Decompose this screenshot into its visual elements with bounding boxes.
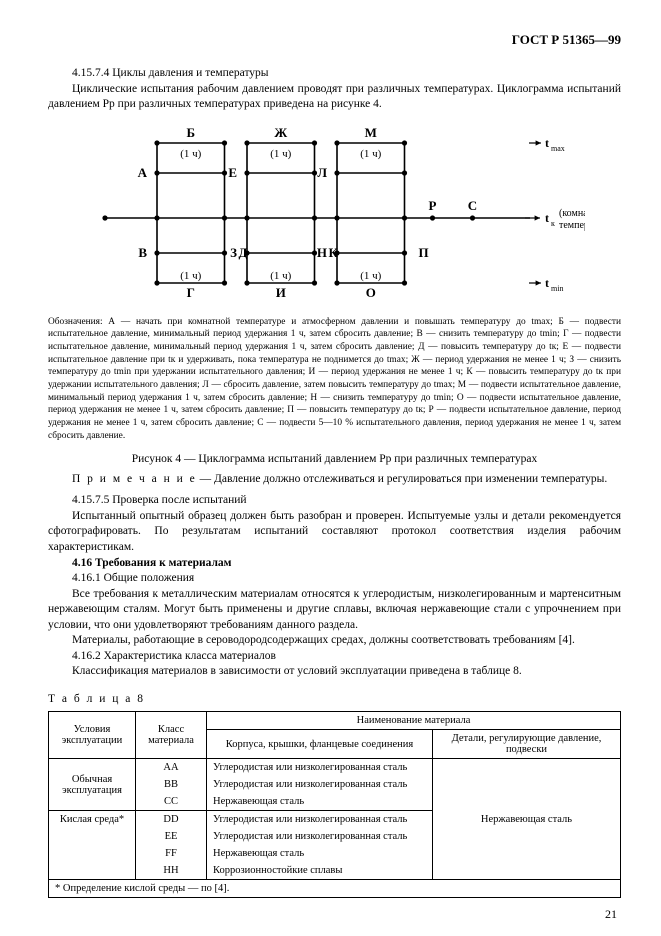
svg-text:max: max	[551, 144, 565, 153]
table-8: Условия эксплуатации Класс материала Наи…	[48, 711, 621, 898]
svg-text:Ж: Ж	[274, 125, 287, 140]
td-details: Нержавеющая сталь	[433, 759, 621, 880]
td-cond1: Обычная эксплуатация	[49, 759, 136, 811]
sec-title: Требования к материалам	[95, 557, 231, 569]
sec-41575-p1: Испытанный опытный образец должен быть р…	[48, 509, 621, 556]
svg-text:t: t	[545, 136, 549, 150]
svg-text:t: t	[545, 276, 549, 290]
td-class: FF	[136, 845, 207, 862]
sec-4161-heading: 4.16.1 Общие положения	[48, 571, 621, 587]
svg-text:Р: Р	[428, 198, 436, 213]
td-class: EE	[136, 828, 207, 845]
legend-lead: Обозначения:	[48, 317, 103, 327]
td-body: Углеродистая или низколегированная сталь	[207, 759, 433, 777]
svg-text:Г: Г	[186, 285, 194, 300]
td-class: BB	[136, 776, 207, 793]
td-class: CC	[136, 793, 207, 811]
table8-label-text: Т а б л и ц а 8	[48, 693, 145, 705]
svg-text:к: к	[551, 219, 555, 228]
note-text: — Давление должно отслеживаться и регули…	[197, 473, 607, 485]
svg-text:С: С	[467, 198, 476, 213]
figure-4: (1 ч)(1 ч)БАВГД(1 ч)(1 ч)ЖЕЗИК(1 ч)(1 ч)…	[48, 123, 621, 308]
svg-text:М: М	[364, 125, 376, 140]
legend-text: А — начать при комнатной температуре и а…	[48, 317, 621, 441]
sec-num: 4.15.7.5	[72, 494, 109, 506]
svg-text:(1 ч): (1 ч)	[180, 148, 201, 160]
svg-text:min: min	[551, 284, 563, 293]
sec-416-p2: Материалы, работающие в сероводородсодер…	[48, 633, 621, 649]
figure-legend: Обозначения: А — начать при комнатной те…	[48, 316, 621, 443]
sec-title: Проверка после испытаний	[112, 494, 246, 506]
sec-num: 4.16	[72, 557, 92, 569]
svg-text:(1 ч): (1 ч)	[270, 270, 291, 282]
sec-41575-heading: 4.15.7.5 Проверка после испытаний	[48, 493, 621, 509]
cyclogram-svg: (1 ч)(1 ч)БАВГД(1 ч)(1 ч)ЖЕЗИК(1 ч)(1 ч)…	[85, 123, 585, 308]
sec-4162-heading: 4.16.2 Характеристика класса материалов	[48, 649, 621, 665]
td-body: Нержавеющая сталь	[207, 845, 433, 862]
td-class: DD	[136, 811, 207, 829]
th-body: Корпуса, крышки, фланцевые соединения	[207, 730, 433, 759]
page-number: 21	[605, 907, 617, 922]
th-details: Детали, регулирующие давление, подвески	[433, 730, 621, 759]
td-footnote: * Определение кислой среды — по [4].	[49, 880, 621, 898]
th-class: Класс материала	[136, 712, 207, 759]
td-body: Коррозионностойкие сплавы	[207, 862, 433, 880]
sec-41574-p1: Циклические испытания рабочим давлением …	[48, 82, 621, 113]
td-body: Углеродистая или низколегированная сталь	[207, 811, 433, 829]
sec-416-heading: 4.16 Требования к материалам	[48, 556, 621, 572]
svg-text:А: А	[137, 165, 147, 180]
sec-num: 4.16.1	[72, 572, 101, 584]
page: ГОСТ Р 51365—99 4.15.7.4 Циклы давления …	[0, 0, 661, 936]
sec-41574-heading: 4.15.7.4 Циклы давления и температуры	[48, 66, 621, 82]
th-material: Наименование материала	[207, 712, 621, 730]
sec-num: 4.15.7.4	[72, 67, 109, 79]
td-class: AA	[136, 759, 207, 777]
td-body: Нержавеющая сталь	[207, 793, 433, 811]
td-body: Углеродистая или низколегированная сталь	[207, 776, 433, 793]
sec-title: Циклы давления и температуры	[112, 67, 268, 79]
svg-text:Е: Е	[228, 165, 237, 180]
note-line: П р и м е ч а н и е — Давление должно от…	[48, 472, 621, 488]
sec-title: Общие положения	[104, 572, 195, 584]
figure-caption: Рисунок 4 — Циклограмма испытаний давлен…	[48, 452, 621, 468]
th-conditions: Условия эксплуатации	[49, 712, 136, 759]
svg-text:(комнатная: (комнатная	[559, 208, 585, 219]
svg-text:З: З	[230, 245, 237, 260]
svg-text:(1 ч): (1 ч)	[360, 270, 381, 282]
td-cond2: Кислая среда*	[49, 811, 136, 880]
standard-code: ГОСТ Р 51365—99	[48, 32, 621, 48]
svg-text:(1 ч): (1 ч)	[360, 148, 381, 160]
sec-416-p1: Все требования к металлическим материала…	[48, 587, 621, 634]
svg-text:t: t	[545, 211, 549, 225]
svg-text:О: О	[365, 285, 375, 300]
svg-text:В: В	[138, 245, 147, 260]
sec-title: Характеристика класса материалов	[104, 650, 276, 662]
note-lead: П р и м е ч а н и е	[72, 473, 197, 485]
svg-text:И: И	[275, 285, 285, 300]
svg-text:Б: Б	[186, 125, 195, 140]
table-row: Условия эксплуатации Класс материала Наи…	[49, 712, 621, 730]
table-row: * Определение кислой среды — по [4].	[49, 880, 621, 898]
sec-416-p3: Классификация материалов в зависимости о…	[48, 664, 621, 680]
sec-num: 4.16.2	[72, 650, 101, 662]
svg-text:Н: Н	[316, 245, 326, 260]
svg-text:П: П	[418, 245, 428, 260]
table-row: Обычная эксплуатация AA Углеродистая или…	[49, 759, 621, 777]
svg-text:Л: Л	[317, 165, 327, 180]
svg-text:температура): температура)	[559, 220, 585, 231]
td-class: HH	[136, 862, 207, 880]
td-body: Углеродистая или низколегированная сталь	[207, 828, 433, 845]
svg-text:(1 ч): (1 ч)	[270, 148, 291, 160]
table8-label: Т а б л и ц а 8	[48, 692, 621, 708]
svg-text:(1 ч): (1 ч)	[180, 270, 201, 282]
